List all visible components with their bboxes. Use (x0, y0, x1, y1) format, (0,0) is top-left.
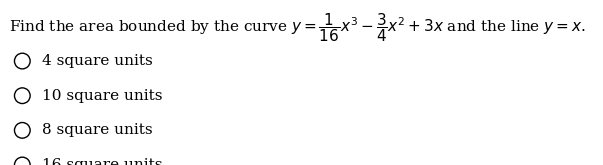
Text: 4 square units: 4 square units (42, 54, 153, 68)
Text: 10 square units: 10 square units (42, 89, 163, 103)
Text: 16 square units: 16 square units (42, 158, 163, 165)
Text: 8 square units: 8 square units (42, 123, 153, 137)
Text: Find the area bounded by the curve $y=\dfrac{1}{16}x^3-\dfrac{3}{4}x^2+3x$ and t: Find the area bounded by the curve $y=\d… (9, 12, 586, 44)
